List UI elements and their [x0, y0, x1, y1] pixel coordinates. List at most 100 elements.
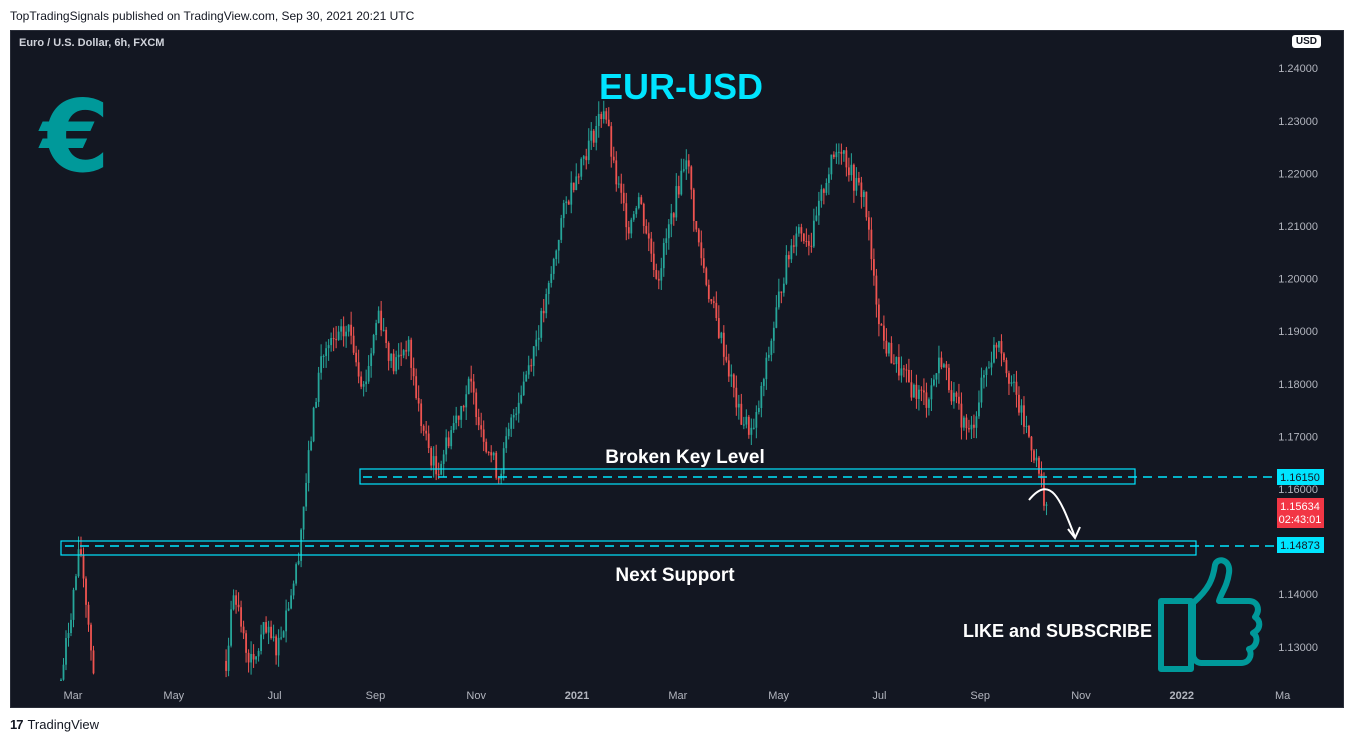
- candle-body: [637, 197, 640, 209]
- candle-body: [1013, 381, 1015, 383]
- candle-body: [892, 363, 895, 365]
- candle-body: [597, 114, 600, 126]
- candle-body: [715, 302, 718, 319]
- candle-body: [545, 293, 548, 314]
- candle-body: [275, 636, 278, 656]
- candle-body: [517, 402, 520, 414]
- chart-area[interactable]: EUR-USD € Broken Key Level Next Support …: [10, 30, 1344, 708]
- candle-body: [900, 368, 903, 376]
- candle-body: [1003, 353, 1005, 361]
- footer-brand[interactable]: TradingView: [27, 717, 100, 732]
- candle-body: [92, 650, 95, 674]
- y-tick-label: 1.19000: [1278, 326, 1318, 338]
- candle-body: [480, 425, 483, 430]
- candle-body: [782, 283, 785, 293]
- candle-body: [645, 225, 648, 234]
- currency-badge[interactable]: USD: [1291, 35, 1321, 48]
- price-chart[interactable]: EUR-USD € Broken Key Level Next Support …: [11, 31, 1343, 707]
- candle-body: [292, 583, 295, 596]
- cta-label: LIKE and SUBSCRIBE: [963, 621, 1152, 641]
- candle-body: [725, 356, 728, 361]
- candle-body: [435, 456, 438, 475]
- y-tick-label: 1.13000: [1278, 642, 1318, 654]
- candle-body: [712, 301, 715, 303]
- candle-body: [580, 158, 583, 177]
- candle-body: [928, 399, 930, 408]
- next-support-label: Next Support: [615, 565, 735, 586]
- candle-body: [968, 428, 970, 430]
- tradingview-logo-icon[interactable]: 17: [10, 717, 24, 732]
- candle-body: [532, 346, 535, 366]
- candle-body: [62, 664, 65, 680]
- candle-body: [245, 633, 247, 653]
- candle-body: [702, 258, 705, 269]
- candle-body: [830, 154, 833, 175]
- chart-title: EUR-USD: [599, 66, 763, 107]
- candle-body: [1023, 405, 1025, 427]
- candle-body: [557, 239, 560, 251]
- candle-body: [547, 282, 550, 294]
- candle-body: [988, 367, 990, 369]
- candle-body: [610, 126, 613, 157]
- candle-body: [847, 167, 850, 176]
- candle-body: [445, 437, 448, 455]
- candle-body: [657, 278, 660, 281]
- candle-body: [497, 477, 500, 480]
- candle-body: [642, 203, 645, 226]
- candle-body: [305, 483, 308, 507]
- symbol-title: Euro / U.S. Dollar, 6h, FXCM: [19, 37, 165, 49]
- candle-body: [622, 192, 625, 204]
- candle-body: [777, 291, 780, 308]
- candle-body: [822, 189, 825, 193]
- candle-body: [282, 631, 285, 638]
- candle-body: [935, 373, 938, 380]
- candle-body: [975, 416, 978, 428]
- candle-body: [355, 352, 358, 363]
- candle-body: [910, 382, 913, 398]
- countdown-tag: 02:43:01: [1279, 514, 1322, 526]
- candle-body: [795, 233, 798, 247]
- candle-body: [732, 374, 735, 388]
- candle-body: [920, 389, 923, 391]
- candle-body: [277, 637, 280, 656]
- candle-body: [913, 384, 915, 398]
- candle-body: [955, 392, 958, 397]
- y-tick-label: 1.16000: [1278, 484, 1318, 496]
- candle-body: [360, 376, 363, 387]
- candle-body: [582, 156, 585, 159]
- candle-body: [760, 385, 763, 409]
- candle-body: [625, 203, 628, 228]
- x-tick-label: Sep: [970, 690, 990, 702]
- candle-body: [575, 176, 578, 191]
- candle-body: [572, 182, 575, 191]
- candle-body: [395, 357, 398, 372]
- candle-body: [895, 357, 898, 364]
- y-tick-label: 1.14000: [1278, 589, 1318, 601]
- candle-body: [908, 370, 910, 383]
- candle-body: [362, 384, 365, 387]
- candle-body: [565, 201, 568, 204]
- footer: 17 TradingView: [10, 717, 99, 732]
- candle-body: [317, 372, 320, 402]
- candle-body: [285, 610, 288, 632]
- candle-body: [267, 626, 270, 633]
- candle-body: [567, 201, 570, 205]
- candle-body: [85, 578, 87, 605]
- candle-body: [430, 448, 433, 466]
- candle-body: [882, 325, 885, 341]
- candle-body: [272, 636, 275, 639]
- candle-body: [465, 394, 468, 408]
- candle-body: [647, 233, 650, 239]
- candle-body: [1030, 436, 1033, 451]
- candle-body: [72, 589, 75, 620]
- candle-body: [472, 381, 475, 393]
- candle-body: [785, 255, 788, 284]
- projection-arrow: [1028, 488, 1076, 538]
- candle-body: [612, 156, 615, 161]
- candle-body: [527, 365, 530, 375]
- candle-body: [825, 182, 828, 193]
- candle-body: [232, 595, 235, 610]
- candle-body: [227, 645, 230, 671]
- candle-body: [635, 208, 638, 215]
- y-tick-label: 1.17000: [1278, 431, 1318, 443]
